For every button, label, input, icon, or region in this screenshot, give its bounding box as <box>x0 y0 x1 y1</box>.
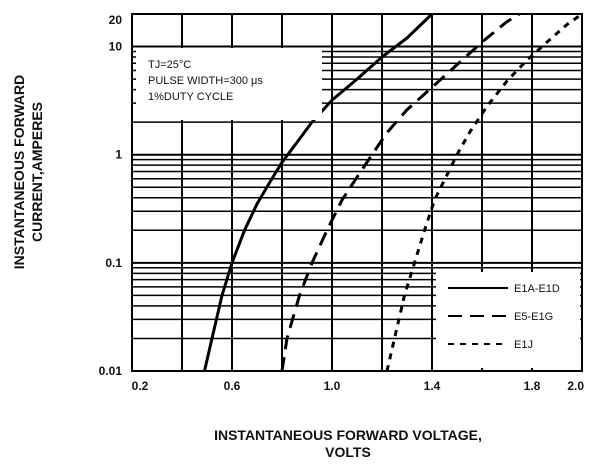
x-tick-label: 1.4 <box>424 379 441 393</box>
annotation-background <box>136 48 322 120</box>
legend: E1A-E1D E5-E1G E1J <box>436 272 580 368</box>
x-tick-label: 2.0 <box>567 379 584 393</box>
x-tick-labels: 0.2 0.6 1.0 1.4 1.8 2.0 <box>132 379 585 393</box>
x-tick-label: 0.2 <box>132 379 149 393</box>
annotation-line-2: PULSE WIDTH=300 μs <box>148 75 263 87</box>
plot-frame <box>131 13 583 372</box>
annotation-box: TJ=25°C PULSE WIDTH=300 μs 1%DUTY CYCLE <box>136 48 322 120</box>
x-axis-title-line-2: VOLTS <box>325 444 371 460</box>
y-tick-label: 20 <box>109 13 123 27</box>
x-axis-title-line-1: INSTANTANEOUS FORWARD VOLTAGE, <box>214 427 482 443</box>
series-line-1 <box>203 12 434 372</box>
y-axis-title-line-2: CURRENT,AMPERES <box>29 102 45 242</box>
series-line-3 <box>385 12 583 372</box>
annotation-line-3: 1%DUTY CYCLE <box>148 91 233 103</box>
legend-label-3: E1J <box>514 339 533 351</box>
x-tick-label: 0.6 <box>224 379 241 393</box>
y-tick-label: 0.1 <box>105 256 122 270</box>
annotation-line-1: TJ=25°C <box>148 59 191 71</box>
legend-label-1: E1A-E1D <box>514 283 560 295</box>
series-layer <box>203 12 583 372</box>
x-tick-label: 1.8 <box>524 379 541 393</box>
x-tick-label: 1.0 <box>324 379 341 393</box>
y-axis-title-line-1: INSTANTANEOUS FORWARD <box>11 75 27 269</box>
y-tick-label: 10 <box>109 40 123 54</box>
series-line-2 <box>280 12 521 372</box>
legend-label-2: E5-E1G <box>514 311 553 323</box>
y-tick-label: 0.01 <box>99 364 123 378</box>
y-tick-labels: 0.01 0.1 1 10 20 <box>99 13 123 378</box>
y-tick-label: 1 <box>115 148 122 162</box>
